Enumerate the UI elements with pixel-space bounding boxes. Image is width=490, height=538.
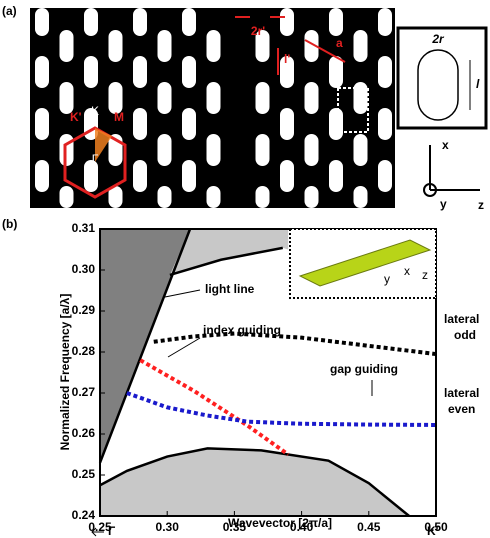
annotation: K' <box>427 524 439 538</box>
hole <box>256 82 270 114</box>
hole <box>378 160 392 192</box>
y-tick-label: 0.31 <box>72 221 96 235</box>
hole <box>182 8 196 36</box>
annotation: index guiding <box>203 323 281 337</box>
band-line <box>127 393 436 425</box>
hole <box>207 30 221 62</box>
hole <box>158 134 172 166</box>
y-axis-label: Normalized Frequency [a/λ] <box>58 294 72 451</box>
axis-label: z <box>478 198 484 212</box>
axis-label: x <box>442 138 449 152</box>
m-label: M <box>114 110 124 124</box>
hole <box>182 56 196 88</box>
hole <box>378 56 392 88</box>
y-tick-label: 0.24 <box>72 508 96 522</box>
hole <box>207 134 221 166</box>
hole <box>182 108 196 140</box>
hole <box>305 186 319 208</box>
x-tick-label: 0.30 <box>156 520 180 534</box>
hole <box>256 186 270 208</box>
hole <box>280 108 294 140</box>
figure: (a) K K' M Γ 2r' a l' 2r l x y z (b) 0.2… <box>0 0 490 538</box>
hole <box>84 8 98 36</box>
hole <box>158 82 172 114</box>
hole <box>305 82 319 114</box>
pointer <box>165 290 200 297</box>
hole <box>158 186 172 208</box>
x-tick-label: 0.45 <box>357 520 381 534</box>
region <box>100 448 409 516</box>
panel-label: (a) <box>2 4 17 18</box>
panel-label: (b) <box>2 217 17 231</box>
hole <box>60 186 74 208</box>
hole <box>35 8 49 36</box>
hole <box>60 30 74 62</box>
hole <box>133 8 147 36</box>
y-tick-label: 0.27 <box>72 385 96 399</box>
hole <box>354 30 368 62</box>
inset-axis: x <box>404 264 410 278</box>
hole <box>329 8 343 36</box>
y-tick-label: 0.30 <box>72 262 96 276</box>
hole <box>354 186 368 208</box>
hole <box>329 160 343 192</box>
hole <box>256 134 270 166</box>
hole <box>182 160 196 192</box>
dim-label: 2r <box>431 32 445 46</box>
gamma-label: Γ <box>92 152 99 166</box>
hole <box>84 56 98 88</box>
annotation: lateral <box>444 386 479 400</box>
x-axis-label: Wavevector [2π/a] <box>228 516 332 530</box>
hole <box>133 160 147 192</box>
inset-axis: z <box>422 268 428 282</box>
hole <box>329 108 343 140</box>
hole <box>378 8 392 36</box>
annotation: even <box>448 402 475 416</box>
dim-label: a <box>336 36 343 50</box>
hole <box>354 82 368 114</box>
pointer <box>168 338 200 357</box>
annotation: odd <box>454 328 476 342</box>
annotation: Γ <box>108 524 116 538</box>
hole <box>133 56 147 88</box>
annotation: light line <box>205 282 255 296</box>
hole <box>133 108 147 140</box>
page: (a) K K' M Γ 2r' a l' 2r l x y z (b) 0.2… <box>0 0 490 538</box>
y-tick-label: 0.28 <box>72 344 96 358</box>
hole <box>280 8 294 36</box>
k-prime-label: K' <box>70 110 82 124</box>
y-tick-label: 0.29 <box>72 303 96 317</box>
y-tick-label: 0.25 <box>72 467 96 481</box>
hole <box>354 134 368 166</box>
k-label: K <box>91 104 99 118</box>
inset-axis: y <box>384 272 390 286</box>
hole <box>35 160 49 192</box>
annotation: lateral <box>444 312 479 326</box>
hole <box>305 134 319 166</box>
band-line <box>154 334 436 355</box>
hole <box>158 30 172 62</box>
hole <box>207 82 221 114</box>
hole <box>35 108 49 140</box>
axis-label: y <box>440 197 447 211</box>
hole <box>35 56 49 88</box>
dim-label: l' <box>284 52 290 66</box>
annotation: gap guiding <box>330 362 398 376</box>
dim-label: 2r' <box>251 24 265 38</box>
hole <box>378 108 392 140</box>
hole <box>207 186 221 208</box>
hole <box>280 160 294 192</box>
hole <box>109 30 123 62</box>
y-tick-label: 0.26 <box>72 426 96 440</box>
